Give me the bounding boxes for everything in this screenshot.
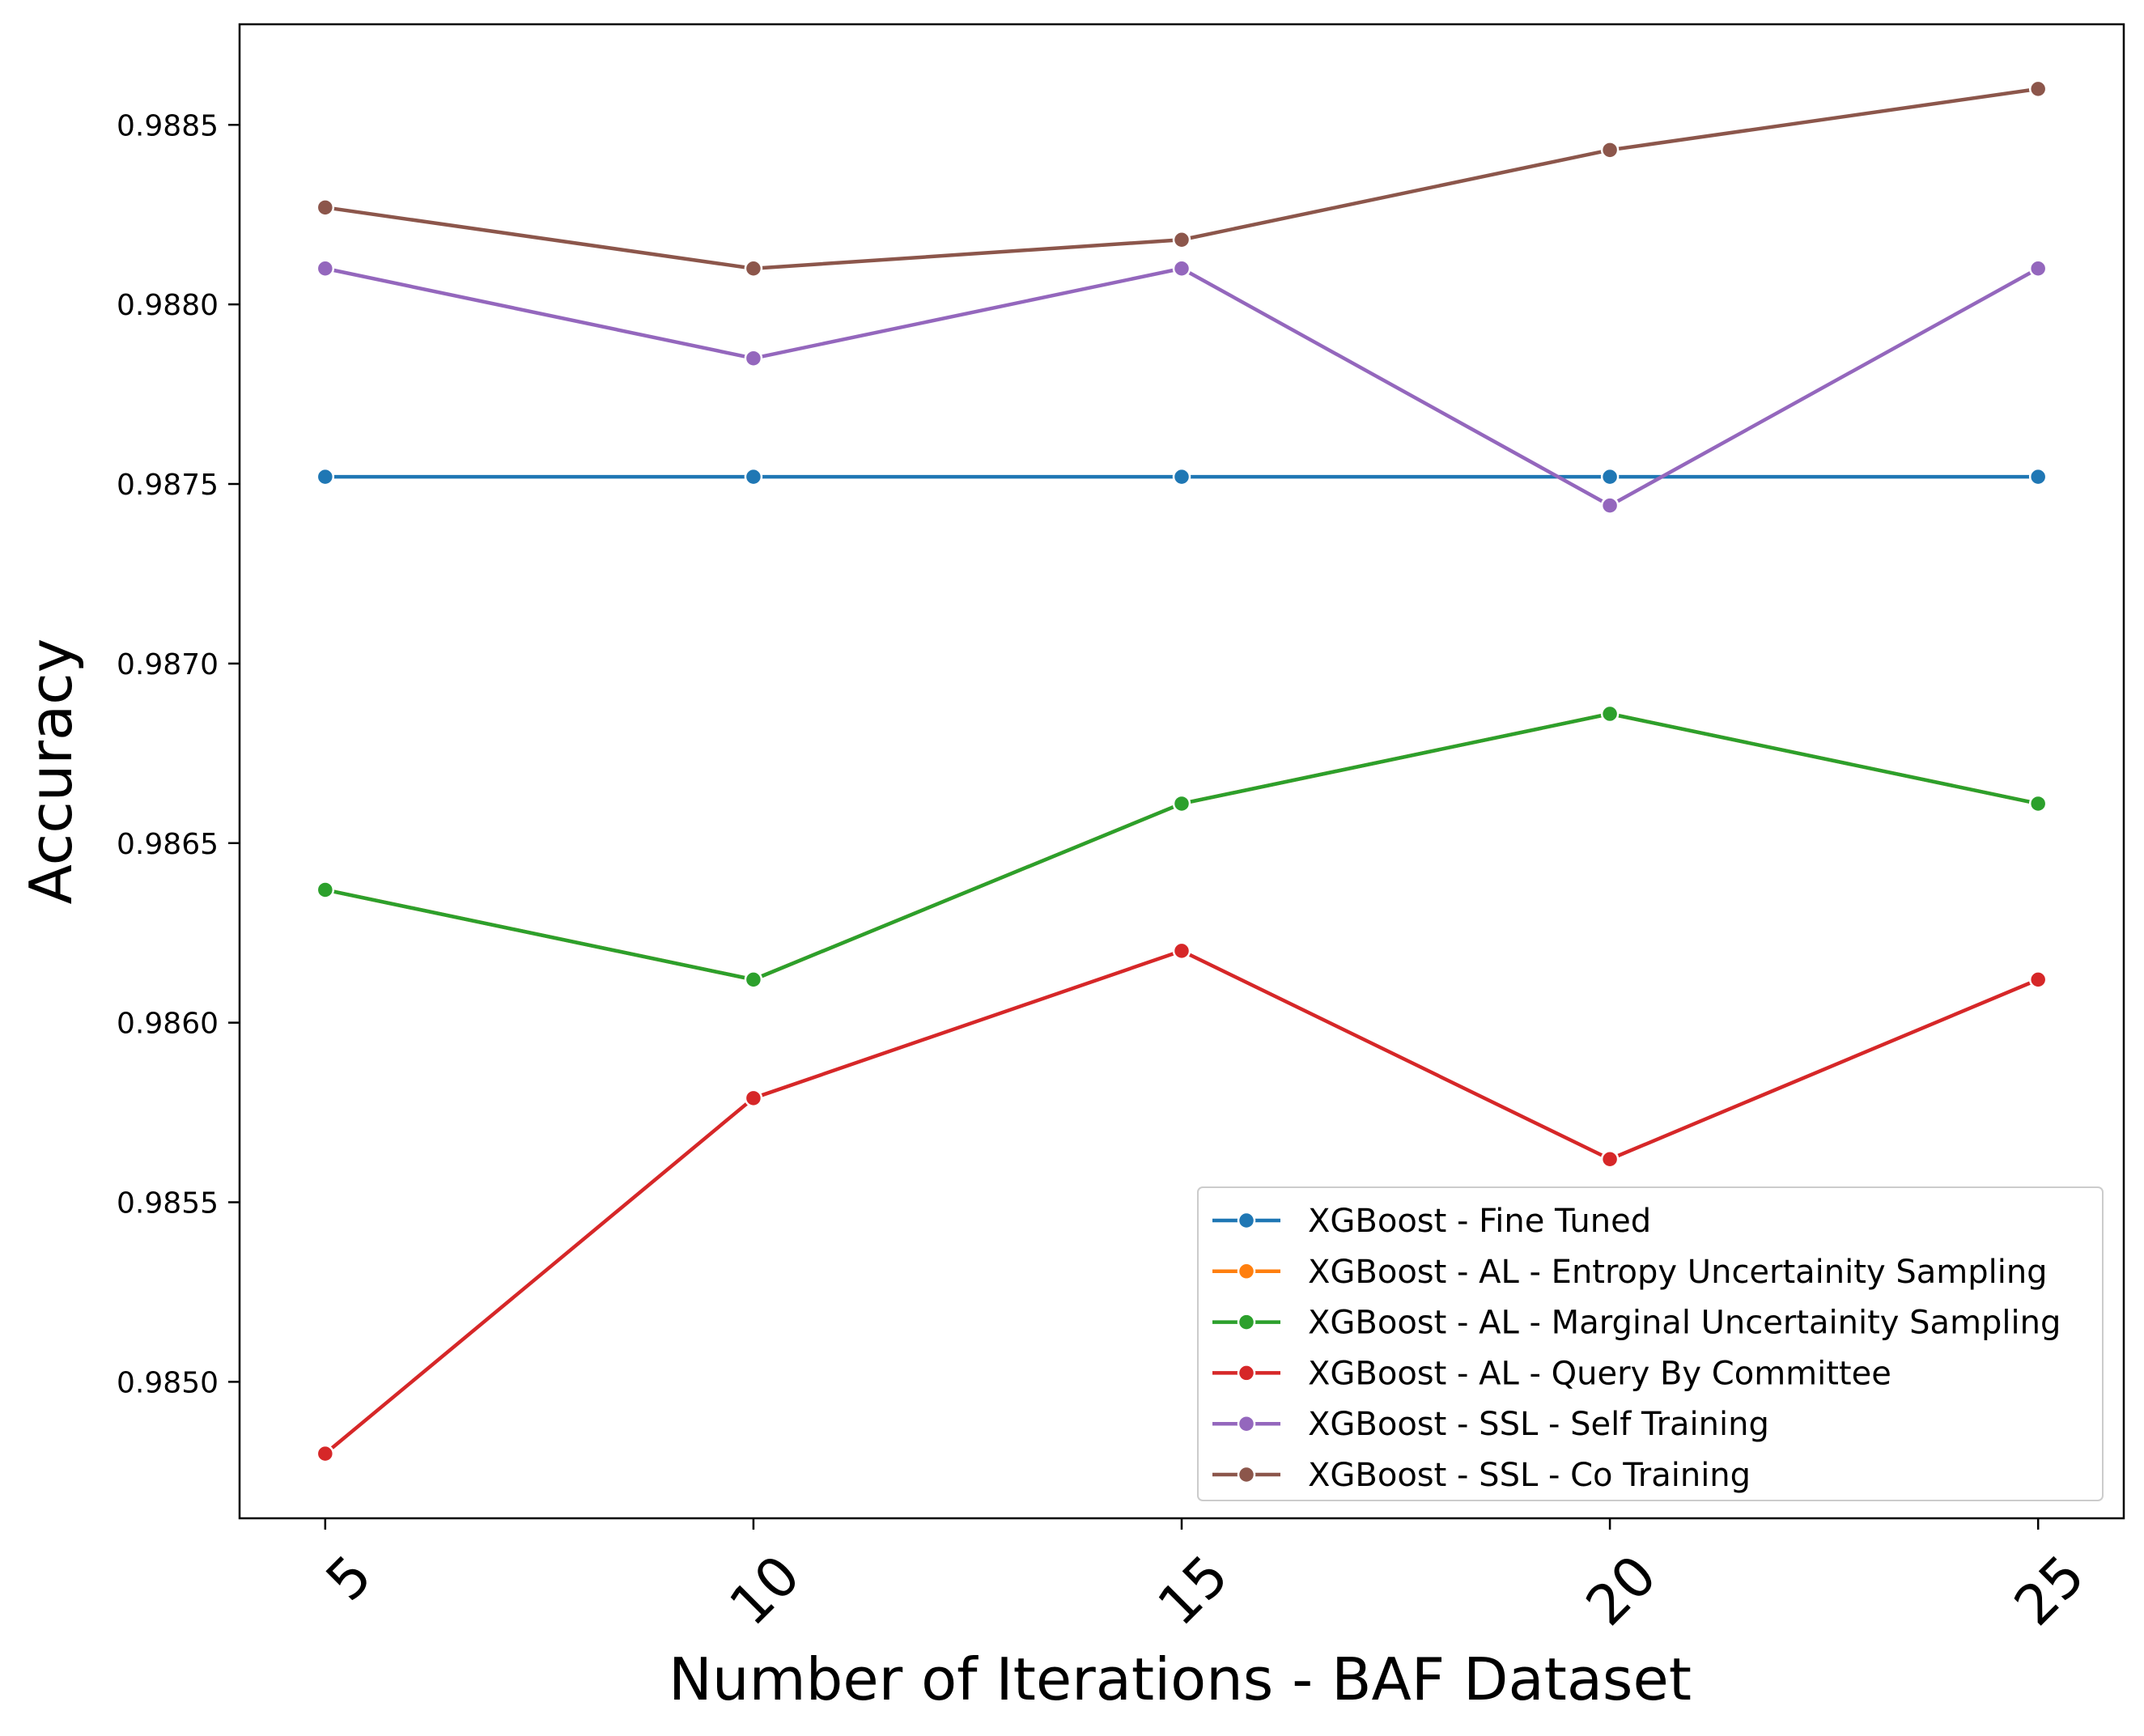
data-point [1600,704,1620,724]
data-point [1600,1150,1620,1169]
legend-label: XGBoost - SSL - Self Training [1308,1406,1769,1443]
y-tick-label: 0.9850 [117,1366,219,1399]
legend-marker [1237,1211,1256,1230]
data-point [744,970,763,989]
legend-marker [1237,1313,1256,1331]
series [316,79,2048,278]
y-tick-label: 0.9870 [117,648,219,681]
x-axis-label: Number of Iterations - BAF Dataset [669,1645,1692,1713]
data-point [2028,259,2048,278]
legend: XGBoost - Fine Tuned XGBoost - AL - Entro… [1197,1186,2104,1501]
series [316,704,2048,989]
data-point [1172,231,1191,249]
legend-label: XGBoost - AL - Marginal Uncertainity Sam… [1308,1305,2061,1342]
data-point [316,1444,335,1463]
plot-area-frame [238,23,2125,1520]
data-point [2028,79,2048,99]
legend-label: XGBoost - AL - Query By Committee [1308,1355,1891,1392]
data-point [2028,794,2048,813]
data-point [316,881,335,899]
series [316,467,2048,486]
y-tick-label: 0.9885 [117,109,219,142]
data-point [316,198,335,217]
series [316,259,2048,515]
data-point [1172,941,1191,961]
data-point [316,467,335,486]
data-point [744,349,763,367]
legend-marker [1237,1262,1256,1281]
data-point [744,259,763,278]
data-point [1600,467,1620,486]
y-tick-label: 0.9880 [117,289,219,322]
y-tick-label: 0.9875 [117,469,219,502]
y-axis-ticks: 0.9850 0.9855 0.9860 0.9865 0.9870 0.9875 0.98… [117,109,240,1399]
data-point [744,1089,763,1108]
y-tick-label: 0.9855 [117,1187,219,1220]
data-point [2028,467,2048,486]
data-point [1172,794,1191,813]
data-point [1172,259,1191,278]
y-tick-label: 0.9865 [117,828,219,861]
data-point [1600,141,1620,159]
legend-label: XGBoost - SSL - Co Training [1308,1457,1751,1494]
legend-marker [1237,1364,1256,1382]
data-point [1172,467,1191,486]
legend-marker [1237,1465,1256,1484]
legend-label: XGBoost - AL - Entropy Uncertainity Samp… [1308,1254,2048,1291]
data-point [744,467,763,486]
data-point [2028,970,2048,989]
legend-label: XGBoost - Fine Tuned [1308,1203,1651,1240]
series-layer [316,79,2048,1463]
series [316,941,2048,1463]
legend-frame [1197,1186,2104,1501]
legend-marker [1237,1414,1256,1433]
y-axis-label: Accuracy [17,639,85,905]
y-tick-label: 0.9860 [117,1008,219,1041]
data-point [316,259,335,278]
data-point [1600,496,1620,515]
